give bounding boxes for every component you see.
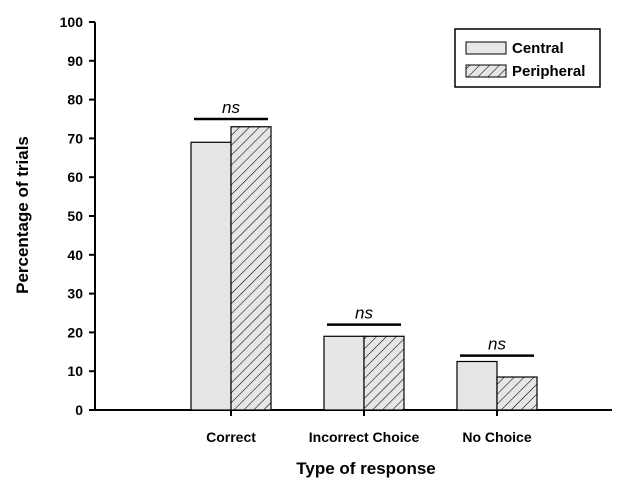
bars-group xyxy=(190,126,538,411)
y-tick-label: 40 xyxy=(67,247,83,263)
y-tick-label: 0 xyxy=(75,402,83,418)
bar-central xyxy=(456,360,498,411)
significance-label: ns xyxy=(222,98,240,117)
y-tick-label: 60 xyxy=(67,169,83,185)
y-axis-title: Percentage of trials xyxy=(13,136,32,294)
significance-label: ns xyxy=(488,335,506,354)
x-tick-label: No Choice xyxy=(462,429,531,445)
significance-annotations: ns ns ns xyxy=(194,98,534,357)
bar-peripheral xyxy=(363,335,405,411)
y-tick-label: 70 xyxy=(67,130,83,146)
y-tick-label: 20 xyxy=(67,324,83,340)
bar-peripheral xyxy=(230,126,272,411)
x-tick-label: Correct xyxy=(206,429,256,445)
legend: Central Peripheral xyxy=(454,28,601,88)
y-tick-label: 90 xyxy=(67,53,83,69)
y-tick-label: 80 xyxy=(67,92,83,108)
x-axis: Correct Incorrect Choice No Choice xyxy=(95,409,612,445)
bar-central xyxy=(190,141,232,411)
y-tick-label: 50 xyxy=(67,208,83,224)
significance-label: ns xyxy=(355,304,373,323)
bar-peripheral xyxy=(496,376,538,411)
bar-central xyxy=(323,335,365,411)
y-tick-label: 30 xyxy=(67,286,83,302)
legend-label: Central xyxy=(512,40,564,57)
x-axis-title: Type of response xyxy=(296,459,436,478)
y-axis: 0 10 20 30 40 50 60 70 80 90 100 xyxy=(60,14,96,418)
legend-swatch-central xyxy=(465,41,507,55)
legend-label: Peripheral xyxy=(512,63,585,80)
x-tick-label: Incorrect Choice xyxy=(309,429,420,445)
y-tick-label: 10 xyxy=(67,363,83,379)
y-tick-label: 100 xyxy=(60,14,84,30)
legend-swatch-peripheral xyxy=(465,64,507,78)
